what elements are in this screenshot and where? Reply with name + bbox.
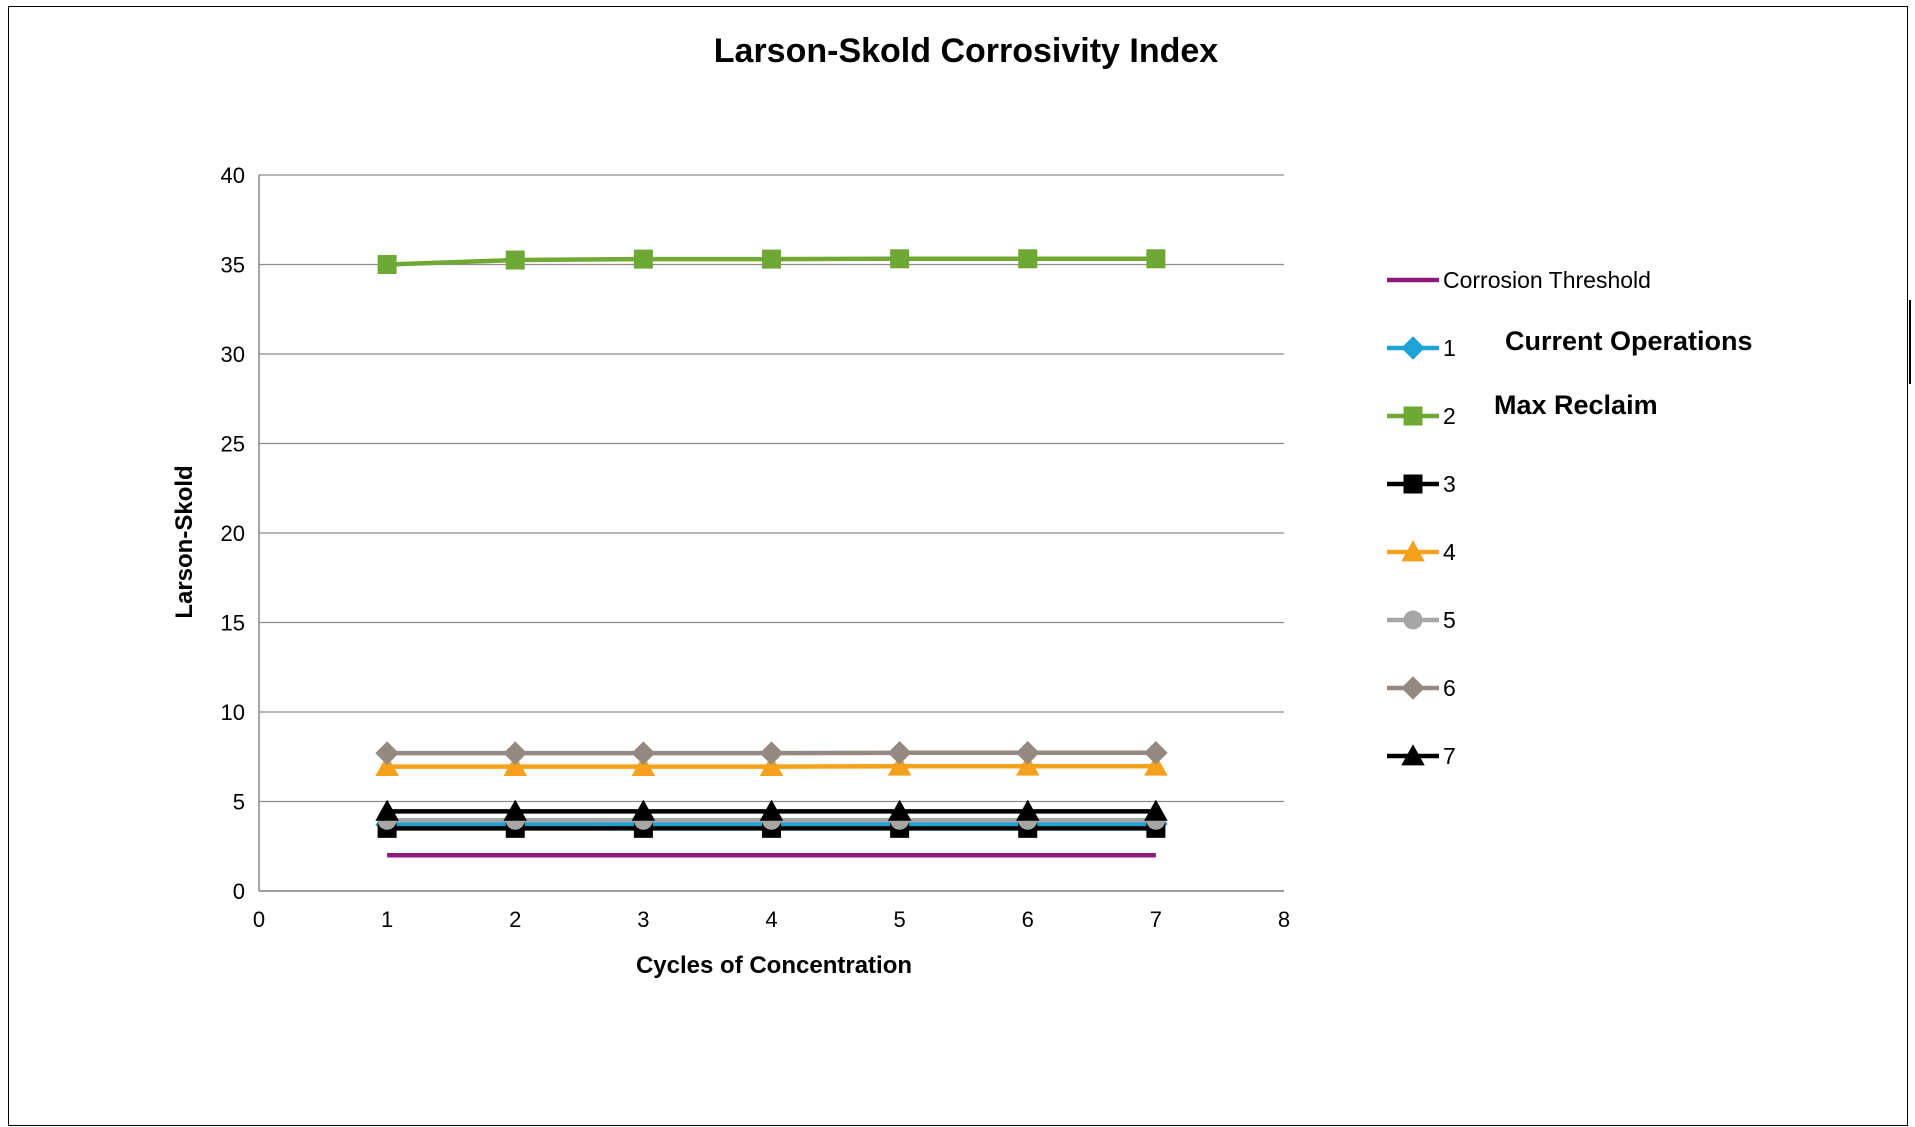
annotation-current-operations: Current Operations [1505, 326, 1753, 356]
chart-title: Larson-Skold Corrosivity Index [714, 32, 1219, 70]
legend-label: 6 [1443, 675, 1456, 701]
x-tick-label-3: 3 [637, 907, 649, 932]
data-point [1146, 249, 1165, 268]
x-tick-label-2: 2 [509, 907, 521, 932]
legend-item-4: 4 [1387, 539, 1456, 565]
data-point [1144, 741, 1168, 765]
data-point [506, 251, 525, 270]
line-chart: Larson-Skold Corrosivity Index 051015202… [9, 7, 1909, 1127]
legend-label: 1 [1443, 335, 1456, 361]
series-2 [378, 249, 1166, 274]
legend-marker [1401, 676, 1425, 700]
y-tick-label-10: 10 [221, 700, 245, 725]
legend-item-1: 1 [1387, 335, 1456, 361]
x-tick-label-6: 6 [1022, 907, 1034, 932]
legend-marker [1404, 611, 1423, 630]
data-point [760, 741, 784, 765]
data-point [762, 250, 781, 269]
legend-item-corrosion-threshold: Corrosion Threshold [1387, 267, 1651, 293]
y-tick-label-30: 30 [221, 342, 245, 367]
x-tick-label-8: 8 [1278, 907, 1290, 932]
data-point [634, 250, 653, 269]
legend-label: 5 [1443, 607, 1456, 633]
legend-marker [1404, 407, 1423, 426]
data-point [890, 249, 909, 268]
y-tick-label-40: 40 [221, 163, 245, 188]
data-point [1018, 249, 1037, 268]
y-tick-label-0: 0 [233, 879, 245, 904]
data-point [375, 741, 399, 765]
x-tick-label-7: 7 [1150, 907, 1162, 932]
x-tick-label-5: 5 [894, 907, 906, 932]
x-tick-label-4: 4 [765, 907, 777, 932]
legend-item-3: 3 [1387, 471, 1456, 497]
series-6 [375, 741, 1167, 765]
legend-item-2: 2 [1387, 403, 1456, 429]
y-tick-label-35: 35 [221, 253, 245, 278]
y-tick-label-15: 15 [221, 611, 245, 636]
y-axis-title: Larson-Skold [171, 465, 198, 618]
annotation-max-reclaim: Max Reclaim [1494, 390, 1658, 420]
legend-label: 7 [1443, 743, 1456, 769]
data-point [1016, 741, 1040, 765]
legend-item-7: 7 [1387, 743, 1456, 769]
legend-marker [1404, 475, 1423, 494]
legend-label: 3 [1443, 471, 1456, 497]
y-tick-label-20: 20 [221, 521, 245, 546]
legend-label: 2 [1443, 403, 1456, 429]
x-axis-title: Cycles of Concentration [636, 952, 912, 979]
data-point [632, 741, 656, 765]
data-point [503, 741, 527, 765]
y-tick-label-25: 25 [221, 432, 245, 457]
legend-label: 4 [1443, 539, 1456, 565]
legend-marker [1401, 336, 1425, 360]
legend-item-6: 6 [1387, 675, 1456, 701]
legend-label: Corrosion Threshold [1443, 267, 1651, 293]
x-tick-label-1: 1 [381, 907, 393, 932]
series-7 [375, 800, 1167, 821]
x-tick-label-0: 0 [253, 907, 265, 932]
legend-item-5: 5 [1387, 607, 1456, 633]
series-lines [375, 249, 1167, 855]
grid-lines [259, 175, 1284, 802]
data-point [378, 255, 397, 274]
data-point [888, 741, 912, 765]
edge-divider [1909, 300, 1911, 384]
y-tick-label-5: 5 [233, 790, 245, 815]
